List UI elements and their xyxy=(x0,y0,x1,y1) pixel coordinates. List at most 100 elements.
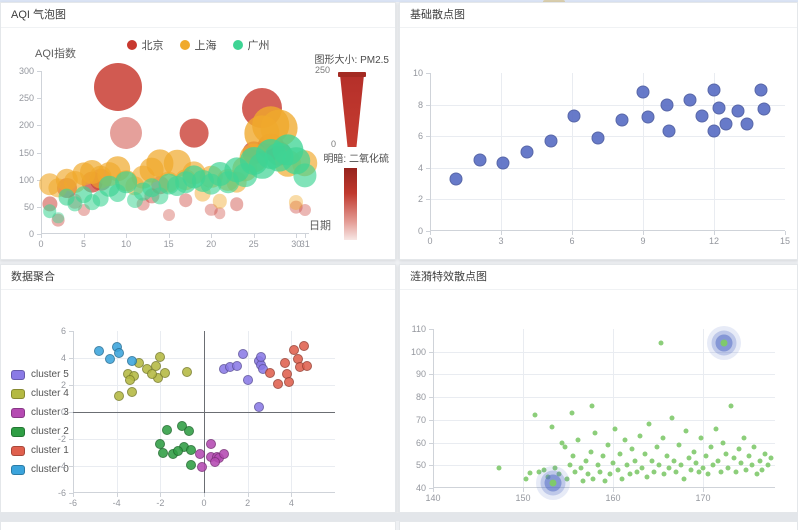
bubble-point[interactable] xyxy=(204,203,218,216)
scatter-point[interactable] xyxy=(678,462,684,468)
scatter-point[interactable] xyxy=(691,449,697,455)
scatter-point[interactable] xyxy=(496,156,510,170)
cluster-point[interactable] xyxy=(157,447,168,458)
scatter-point[interactable] xyxy=(757,458,763,464)
bubble-point[interactable] xyxy=(298,203,311,216)
cluster-point[interactable] xyxy=(146,369,157,380)
scatter-point[interactable] xyxy=(686,455,692,461)
scatter-point[interactable] xyxy=(651,469,657,475)
scatter-point[interactable] xyxy=(698,435,704,441)
scatter-point[interactable] xyxy=(496,465,502,471)
scatter-point[interactable] xyxy=(585,471,591,477)
scatter-point[interactable] xyxy=(708,444,714,450)
bubble-point[interactable] xyxy=(110,116,143,149)
scatter-point[interactable] xyxy=(662,124,676,138)
scatter-point[interactable] xyxy=(575,437,581,443)
scatter-point[interactable] xyxy=(725,465,731,471)
bubble-point[interactable] xyxy=(293,163,317,187)
scatter-point[interactable] xyxy=(567,109,581,123)
scatter-point[interactable] xyxy=(649,458,655,464)
scatter-point[interactable] xyxy=(595,462,601,468)
basic-scatter-plot-area[interactable]: 0 2 4 6 8 10 0 3 6 9 12 15 xyxy=(413,68,790,246)
scatter-point[interactable] xyxy=(671,458,677,464)
cluster-point[interactable] xyxy=(299,340,310,351)
scatter-point[interactable] xyxy=(607,471,613,477)
scatter-point[interactable] xyxy=(639,465,645,471)
cluster-point[interactable] xyxy=(301,361,312,372)
scatter-point[interactable] xyxy=(520,145,534,159)
legend-item-cluster-0[interactable]: cluster 0 xyxy=(11,460,69,479)
scatter-point[interactable] xyxy=(720,440,726,446)
scatter-point[interactable] xyxy=(723,451,728,457)
scatter-point[interactable] xyxy=(619,476,625,482)
scatter-point[interactable] xyxy=(754,471,760,477)
scatter-point[interactable] xyxy=(658,340,664,346)
scatter-point[interactable] xyxy=(591,131,605,145)
scatter-point[interactable] xyxy=(660,435,665,441)
cluster-point[interactable] xyxy=(209,456,220,467)
scatter-point[interactable] xyxy=(728,403,734,409)
cluster-point[interactable] xyxy=(181,366,192,377)
scatter-point[interactable] xyxy=(731,104,745,118)
scatter-point[interactable] xyxy=(669,415,674,421)
cluster-point[interactable] xyxy=(94,346,105,357)
effect-scatter-plot-area[interactable]: 40 50 60 70 80 90 100 110 140 150 160 170 xyxy=(411,324,775,503)
bubble-point[interactable] xyxy=(289,200,303,214)
bubble-point[interactable] xyxy=(289,195,304,210)
scatter-point[interactable] xyxy=(749,462,755,468)
scatter-point[interactable] xyxy=(629,446,635,452)
scatter-point[interactable] xyxy=(610,460,616,466)
scatter-point[interactable] xyxy=(676,442,682,448)
scatter-point[interactable] xyxy=(449,172,463,186)
cluster-point[interactable] xyxy=(196,462,207,473)
cluster-point[interactable] xyxy=(113,390,124,401)
scatter-point[interactable] xyxy=(642,451,647,457)
scatter-point[interactable] xyxy=(592,430,598,436)
scatter-point[interactable] xyxy=(666,465,672,471)
scatter-point[interactable] xyxy=(700,465,706,471)
scatter-point[interactable] xyxy=(712,101,726,115)
scatter-point[interactable] xyxy=(768,455,773,461)
scatter-point[interactable] xyxy=(589,403,595,409)
cluster-scatter-plot-area[interactable]: -6 -4 -2 0 2 4 6 -6 -4 -2 0 2 4 xyxy=(58,326,335,508)
scatter-point[interactable] xyxy=(634,469,640,475)
scatter-point[interactable] xyxy=(656,462,662,468)
cluster-point[interactable] xyxy=(126,386,137,397)
bubble-point[interactable] xyxy=(115,171,137,194)
scatter-point[interactable] xyxy=(736,446,742,452)
scatter-point[interactable] xyxy=(552,465,558,471)
scatter-point[interactable] xyxy=(567,462,573,468)
cluster-point[interactable] xyxy=(124,374,135,385)
scatter-point[interactable] xyxy=(693,460,699,466)
scatter-point[interactable] xyxy=(541,467,547,473)
bubble-point[interactable] xyxy=(162,208,175,221)
cluster-point[interactable] xyxy=(183,425,194,436)
scatter-point[interactable] xyxy=(703,453,709,459)
scatter-point[interactable] xyxy=(523,476,529,482)
legend-item-cluster-3[interactable]: cluster 3 xyxy=(11,403,69,422)
scatter-point[interactable] xyxy=(641,110,655,124)
scatter-point[interactable] xyxy=(696,469,701,475)
cluster-point[interactable] xyxy=(177,420,188,431)
scatter-point[interactable] xyxy=(719,117,733,131)
cluster-point[interactable] xyxy=(161,424,172,435)
scatter-point[interactable] xyxy=(751,444,757,450)
cluster-point[interactable] xyxy=(273,378,284,389)
cluster-point[interactable] xyxy=(264,367,275,378)
scatter-point[interactable] xyxy=(572,469,578,475)
scatter-point[interactable] xyxy=(622,437,628,443)
scatter-point[interactable] xyxy=(695,109,709,123)
cluster-point[interactable] xyxy=(255,351,266,362)
scatter-point[interactable] xyxy=(632,458,638,464)
scatter-point[interactable] xyxy=(715,458,721,464)
scatter-point[interactable] xyxy=(731,455,737,461)
bubble-point[interactable] xyxy=(179,119,209,148)
bubble-point[interactable] xyxy=(51,214,65,227)
scatter-point[interactable] xyxy=(556,471,562,477)
cluster-point[interactable] xyxy=(242,374,253,385)
legend-item-cluster-5[interactable]: cluster 5 xyxy=(11,365,69,384)
cluster-point[interactable] xyxy=(113,347,124,358)
scatter-point[interactable] xyxy=(605,442,611,448)
cluster-point[interactable] xyxy=(238,348,249,359)
scatter-point[interactable] xyxy=(624,462,630,468)
